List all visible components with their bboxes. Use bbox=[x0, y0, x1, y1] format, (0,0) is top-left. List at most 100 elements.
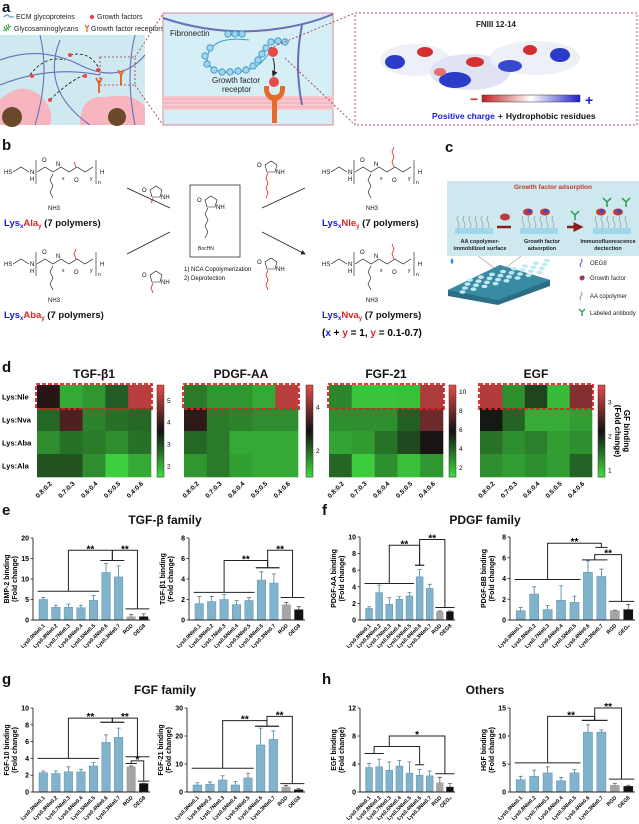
category-label: RGD bbox=[606, 623, 619, 636]
heatmap-cell bbox=[37, 454, 61, 478]
heatmap-cell bbox=[206, 385, 230, 409]
bar bbox=[232, 604, 242, 621]
surface-stage bbox=[520, 208, 558, 234]
bar-chart-fgf-21: Lys0.9Nle0.1Lys0.8Nle0.2Lys0.7Nle0.3Lys0… bbox=[158, 706, 305, 822]
chem-atom: O bbox=[360, 158, 365, 164]
bar bbox=[38, 772, 48, 793]
heatmap-cell bbox=[128, 454, 152, 478]
column-label: 0.8:0.2 bbox=[182, 480, 202, 500]
bar bbox=[88, 765, 99, 793]
chem-atom: O bbox=[197, 198, 202, 204]
significance-label: ** bbox=[567, 710, 575, 721]
column-label: 0.7:0.3 bbox=[204, 480, 224, 500]
labeled-antibody bbox=[602, 197, 612, 207]
error-bar bbox=[427, 583, 432, 589]
fibronectin-bead bbox=[203, 60, 211, 68]
bar bbox=[446, 786, 454, 793]
category-label: OEG8 bbox=[617, 795, 632, 810]
lys: Lys bbox=[322, 310, 338, 321]
lysine-side-chain bbox=[49, 265, 54, 291]
legend-gag: Glycosaminoglycans bbox=[14, 26, 79, 33]
colorbar-segment bbox=[306, 427, 313, 432]
colorbar-segment bbox=[449, 470, 456, 475]
rest: (7 polymers) bbox=[360, 218, 419, 229]
nca-ala: O NH bbox=[142, 185, 170, 204]
significance-bracket bbox=[514, 715, 608, 764]
error-bar bbox=[367, 606, 372, 609]
colorbar-segment bbox=[449, 467, 456, 472]
colorbar-tick: 4 bbox=[167, 420, 171, 427]
heatmap-cell bbox=[397, 408, 421, 432]
colorbar-segment bbox=[449, 385, 456, 389]
colorbar-tick: 2 bbox=[167, 464, 171, 471]
y-tick-label: 0 bbox=[352, 618, 356, 625]
error-bar bbox=[247, 597, 251, 601]
heatmap-cell bbox=[252, 431, 276, 455]
bar bbox=[192, 784, 202, 793]
colorbar-frame bbox=[305, 384, 314, 478]
chem-sub: n bbox=[416, 272, 419, 278]
well bbox=[484, 280, 490, 285]
well bbox=[541, 262, 548, 267]
colorbar-segment bbox=[449, 409, 456, 413]
nca-ring bbox=[204, 195, 218, 208]
error-bar bbox=[417, 769, 422, 776]
y-tick-label: 8 bbox=[25, 722, 29, 729]
y-tick-label: 0 bbox=[502, 790, 506, 797]
y-axis-label: (Fold change) bbox=[489, 556, 496, 602]
well bbox=[536, 270, 543, 275]
error-bar bbox=[66, 766, 71, 772]
well bbox=[528, 269, 534, 274]
y-tick-label: 6 bbox=[25, 739, 29, 746]
y-tick-label: 4 bbox=[25, 756, 29, 763]
error-bar bbox=[53, 604, 58, 608]
aa-copolymer-icon bbox=[579, 291, 583, 301]
heatmap-cell bbox=[524, 431, 548, 455]
bar bbox=[405, 595, 414, 621]
bar bbox=[101, 742, 111, 793]
colorbar-segment bbox=[306, 470, 313, 475]
error-bar bbox=[626, 604, 631, 610]
y-tick-label: 30 bbox=[175, 706, 183, 713]
colorbar-segment bbox=[449, 394, 456, 398]
chem-atom: O bbox=[142, 273, 147, 279]
significance-label: ** bbox=[401, 539, 409, 550]
colorbar-segment bbox=[157, 455, 164, 459]
colorbar-segment bbox=[306, 424, 313, 429]
lysine-side-chain bbox=[49, 173, 54, 199]
heatmap-cell bbox=[524, 385, 548, 409]
significance-bracket bbox=[193, 560, 280, 593]
colorbar-segment bbox=[449, 418, 456, 423]
fibronectin-bead bbox=[249, 62, 257, 70]
lys: Lys bbox=[4, 310, 20, 321]
bar bbox=[126, 766, 136, 793]
colorbar-segment bbox=[157, 415, 164, 420]
significance-label: ** bbox=[276, 544, 284, 555]
colorbar-segment bbox=[157, 418, 164, 423]
y-axis-label: PDGF-BB binding bbox=[481, 549, 488, 608]
substrate bbox=[520, 228, 558, 234]
colorbar-tick: 2 bbox=[608, 434, 612, 441]
fibronectin-bead bbox=[254, 56, 262, 64]
well bbox=[492, 281, 499, 286]
growth-factor-domain bbox=[600, 209, 604, 213]
colorbar-segment bbox=[157, 421, 164, 426]
significance-bracket bbox=[191, 720, 280, 769]
error-bar bbox=[222, 593, 227, 600]
fibronectin-bead bbox=[226, 68, 234, 76]
error-bar bbox=[233, 780, 238, 785]
colorbar-segment bbox=[598, 437, 605, 441]
error-bar bbox=[141, 613, 146, 617]
free-growth-factor bbox=[500, 213, 510, 221]
bar bbox=[63, 607, 73, 621]
bar bbox=[426, 588, 434, 621]
column-label: 0.5:0.5 bbox=[395, 480, 415, 500]
aa-copolymer-chain bbox=[624, 215, 628, 229]
nca-ring bbox=[264, 160, 278, 173]
row-label: Lys:Ala bbox=[2, 462, 30, 471]
error-bar bbox=[417, 568, 422, 577]
heatmap-cell bbox=[420, 385, 444, 409]
column-label: 0.5:0.5 bbox=[103, 480, 123, 500]
significance-label: ** bbox=[241, 715, 249, 726]
